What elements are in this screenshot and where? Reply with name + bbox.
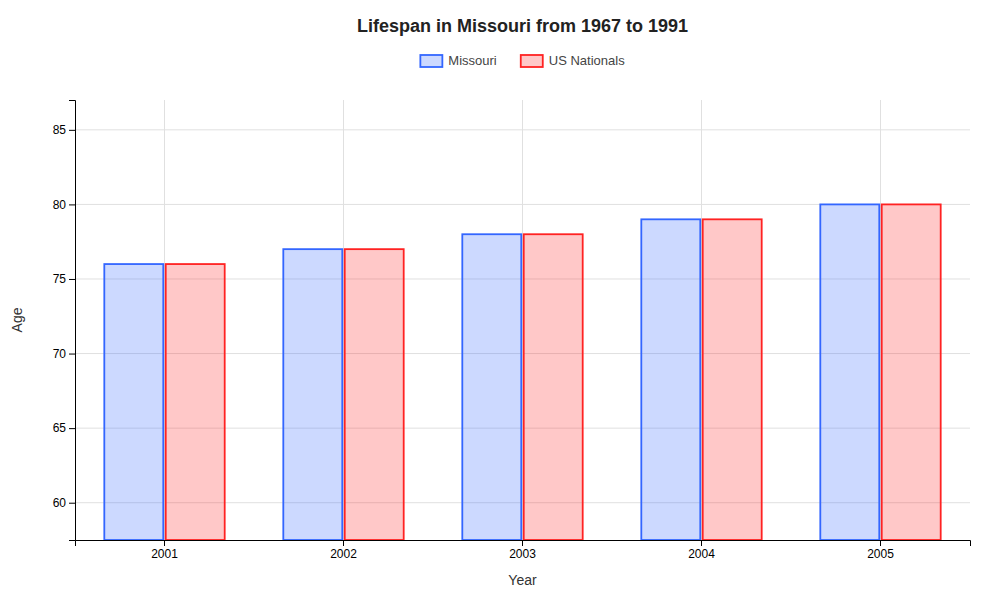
y-axis: 60 65 70 75 80 85 xyxy=(53,101,76,541)
tick-mark xyxy=(343,540,344,546)
tick-mark xyxy=(522,540,523,546)
tick-label: 60 xyxy=(53,496,67,510)
x-axis: 2001 2002 2003 2004 2005 xyxy=(76,540,971,561)
y-axis-label: Age xyxy=(9,307,25,332)
tick: 2001 xyxy=(151,540,178,561)
title: Lifespan in Missouri from 1967 to 1991 xyxy=(357,16,688,36)
tick: 2004 xyxy=(688,540,715,561)
legend-label: Missouri xyxy=(448,53,497,68)
tick-mark xyxy=(701,540,702,546)
tick-mark xyxy=(69,354,75,355)
tick-label: 80 xyxy=(53,198,67,212)
bar xyxy=(641,219,700,540)
bar xyxy=(820,204,879,540)
tick: 60 xyxy=(53,496,75,510)
tick-mark xyxy=(69,503,75,504)
tick-mark xyxy=(880,540,881,546)
x-axis-label: Year xyxy=(508,572,537,588)
bar-series xyxy=(166,204,941,540)
legend-item: Missouri xyxy=(420,53,497,68)
tick-label: 2003 xyxy=(509,547,536,561)
bar xyxy=(166,264,225,540)
legend: Missouri US Nationals xyxy=(420,53,625,68)
tick-label: 70 xyxy=(53,347,67,361)
tick: 85 xyxy=(53,123,75,137)
tick-label: 2002 xyxy=(330,547,357,561)
bars xyxy=(104,204,940,540)
tick: 75 xyxy=(53,272,75,286)
tick-label: 2004 xyxy=(688,547,715,561)
legend-label: US Nationals xyxy=(549,53,625,68)
tick-mark xyxy=(69,279,75,280)
tick: 2003 xyxy=(509,540,536,561)
bar xyxy=(462,234,521,540)
bar xyxy=(283,249,342,540)
legend-item: US Nationals xyxy=(521,53,625,68)
tick-label: 2001 xyxy=(151,547,178,561)
tick-label: 2005 xyxy=(867,547,894,561)
tick-label: 85 xyxy=(53,123,67,137)
legend-swatch xyxy=(521,55,543,67)
plot: 2001 2002 2003 2004 2005 60 65 70 75 80 85 xyxy=(53,100,971,561)
axis-line xyxy=(76,541,971,547)
tick-mark xyxy=(69,130,75,131)
tick: 70 xyxy=(53,347,75,361)
bar xyxy=(524,234,583,540)
legend-swatch xyxy=(420,55,442,67)
tick: 80 xyxy=(53,198,75,212)
tick-mark xyxy=(164,540,165,546)
bar-series xyxy=(104,204,879,540)
tick: 2005 xyxy=(867,540,894,561)
bar xyxy=(882,204,941,540)
grid xyxy=(75,100,970,540)
chart: 2001 2002 2003 2004 2005 60 65 70 75 80 85 Year Age L… xyxy=(0,0,1000,600)
tick: 65 xyxy=(53,421,75,435)
tick: 2002 xyxy=(330,540,357,561)
tick-mark xyxy=(69,204,75,205)
bar xyxy=(345,249,404,540)
tick-label: 75 xyxy=(53,272,67,286)
tick-label: 65 xyxy=(53,421,67,435)
bar xyxy=(703,219,762,540)
axis-line xyxy=(69,101,76,541)
tick-mark xyxy=(69,428,75,429)
bar xyxy=(104,264,163,540)
